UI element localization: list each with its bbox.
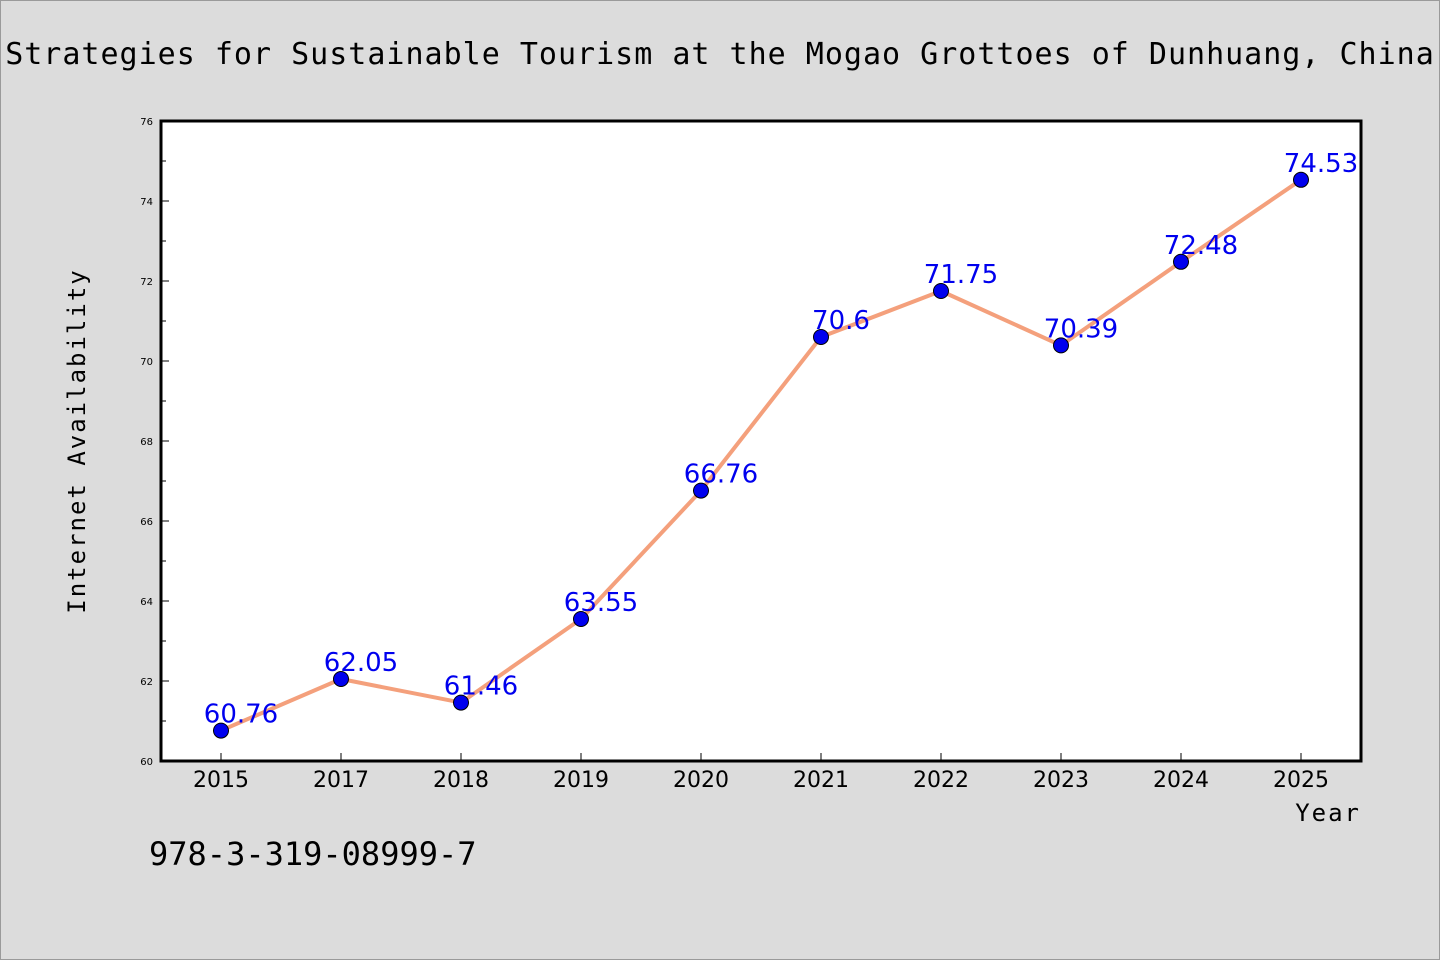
y-tick-label: 62 xyxy=(140,677,153,688)
data-label: 71.75 xyxy=(924,260,998,290)
data-point-marker xyxy=(693,482,709,499)
x-tick-label: 2019 xyxy=(553,768,609,793)
x-tick-label: 2018 xyxy=(433,768,489,793)
chart-title: Strategies for Sustainable Tourism at th… xyxy=(5,37,1435,72)
data-label: 66.76 xyxy=(684,460,758,490)
y-tick-label: 64 xyxy=(140,597,153,608)
data-point-marker xyxy=(213,722,229,739)
data-point-marker xyxy=(1293,171,1309,188)
x-tick-label: 2017 xyxy=(313,768,369,793)
series-line xyxy=(220,178,1303,733)
data-point-marker xyxy=(453,694,469,711)
data-label: 63.55 xyxy=(564,588,638,618)
footnote-isbn: 978-3-319-08999-7 xyxy=(149,835,477,873)
x-tick-label: 2025 xyxy=(1273,768,1329,793)
x-axis-title: Year xyxy=(1295,799,1361,827)
data-point-marker xyxy=(813,329,829,345)
plot-area xyxy=(161,121,1361,761)
data-point-marker xyxy=(573,611,589,627)
data-labels: 60.76 62.05 61.46 63.55 66.76 70.6 71.75 70.39 7… xyxy=(204,149,1358,730)
data-label: 60.76 xyxy=(204,700,278,730)
x-tick-label: 2021 xyxy=(793,768,849,793)
plot-frame xyxy=(159,119,1363,763)
data-label: 70.39 xyxy=(1044,314,1118,344)
data-markers xyxy=(213,171,1309,739)
y-tick-label: 66 xyxy=(140,517,153,528)
data-label: 62.05 xyxy=(324,648,398,678)
x-tick-label: 2022 xyxy=(913,768,969,793)
data-label: 74.53 xyxy=(1284,149,1358,179)
data-label: 70.6 xyxy=(812,306,870,336)
data-point-marker xyxy=(333,671,349,687)
y-tick-label: 74 xyxy=(140,197,153,208)
y-tick-label: 72 xyxy=(140,277,153,288)
y-tick-label: 70 xyxy=(140,357,153,368)
data-point-marker xyxy=(1053,337,1069,354)
y-tick-label: 68 xyxy=(140,437,153,448)
data-label: 72.48 xyxy=(1164,231,1238,261)
data-point-marker xyxy=(1173,253,1189,270)
data-label: 61.46 xyxy=(444,672,518,702)
y-tick-label: 76 xyxy=(140,117,153,128)
y-axis-title: Internet Availability xyxy=(63,268,91,613)
y-tick-label: 60 xyxy=(140,757,153,768)
data-point-marker xyxy=(933,283,949,299)
x-tick-label: 2023 xyxy=(1033,768,1089,793)
x-axis: 2015 2017 2018 2019 2020 2021 2022 2023 2024 2025 xyxy=(193,753,1329,793)
x-tick-label: 2020 xyxy=(673,768,729,793)
x-tick-label: 2015 xyxy=(193,768,249,793)
x-tick-label: 2024 xyxy=(1153,768,1209,793)
